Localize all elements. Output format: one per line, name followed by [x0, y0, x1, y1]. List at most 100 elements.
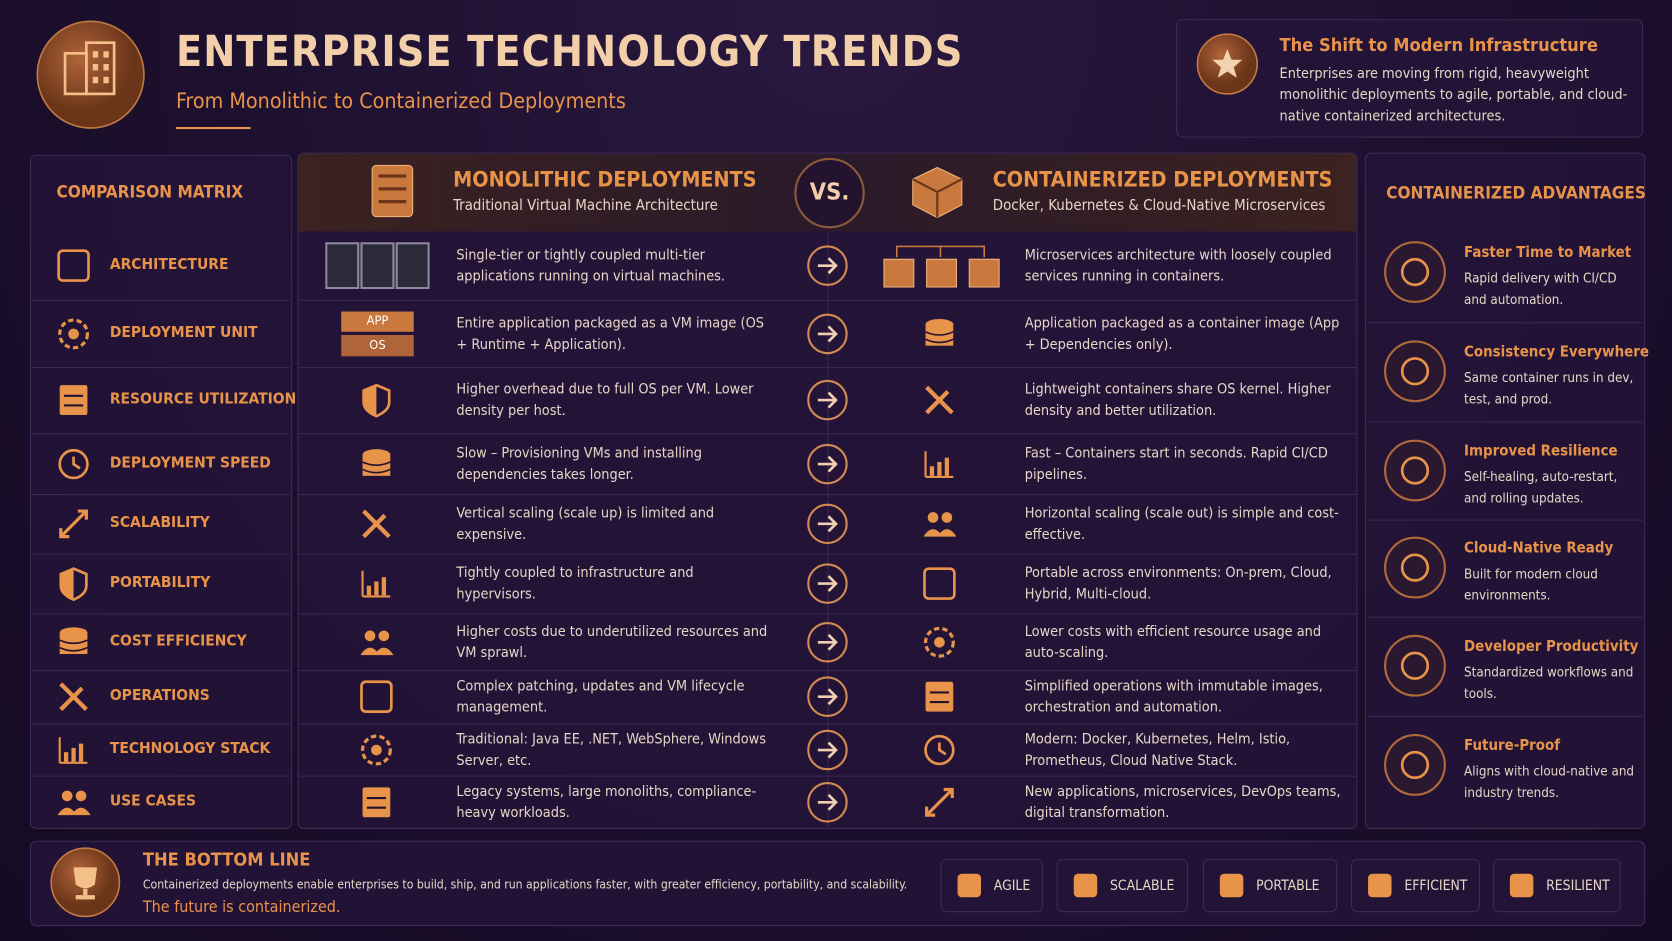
trophy-icon: [49, 846, 122, 919]
mono-icon-svg: [362, 448, 391, 476]
adv-title: Developer Productivity: [1464, 638, 1639, 656]
row-separator: [31, 775, 291, 777]
matrix-label: DEPLOYMENT UNIT: [109, 323, 258, 341]
matrix-label: SCALABILITY: [109, 514, 210, 532]
cont-text: Portable across environments: On-prem, C…: [1024, 564, 1332, 603]
matrix-icon: [55, 565, 91, 602]
cont-icon-svg: [925, 318, 954, 346]
mono-text: Vertical scaling (scale up) is limited a…: [456, 504, 715, 544]
callout-title: The Shift to Modern Infrastructure: [1279, 35, 1598, 57]
matrix-label: DEPLOYMENT SPEED: [109, 453, 271, 472]
cont-icon: [921, 624, 957, 660]
badge-icon: [1069, 870, 1101, 902]
row-separator: [31, 433, 291, 435]
row-separator: [298, 670, 1357, 672]
adv-text: Rapid delivery with CI/CD and automation…: [1464, 269, 1617, 308]
cont-icon-svg: [923, 512, 957, 537]
adv-separator: [1366, 321, 1644, 323]
matrix-icon: [55, 445, 91, 481]
column-divider: [827, 231, 829, 827]
arrow-icon-svg: [807, 563, 848, 604]
adv-icon: [1383, 339, 1447, 403]
arrow-icon: [806, 312, 849, 355]
advantages-heading: CONTAINERIZED ADVANTAGES: [1386, 182, 1646, 203]
cont-icon-svg: [925, 787, 954, 817]
cont-text: Fast – Containers start in seconds. Rapi…: [1024, 444, 1328, 483]
cont-text: Lightweight containers share OS kernel. …: [1024, 380, 1331, 420]
matrix-icon: [55, 624, 91, 660]
arrow-icon-svg: [807, 729, 848, 770]
arrow-icon-svg: [807, 782, 848, 823]
matrix-icon: [55, 506, 91, 542]
arrow-icon-svg: [807, 503, 848, 545]
badge-icon: [953, 870, 985, 902]
mono-icon: [358, 679, 394, 715]
matrix-icon: [55, 382, 91, 418]
mono-text: Legacy systems, large monoliths, complia…: [456, 783, 757, 822]
row-separator: [298, 493, 1357, 496]
row-separator: [298, 723, 1357, 725]
matrix-panel: [29, 154, 293, 829]
cont-icon-svg: [923, 626, 955, 658]
cont-icon: [921, 315, 957, 351]
mono-title: MONOLITHIC DEPLOYMENTS: [453, 166, 757, 193]
row-separator: [31, 299, 291, 301]
adv-icon-svg: [1384, 241, 1446, 303]
row-separator: [31, 723, 291, 725]
matrix-label: USE CASES: [109, 792, 196, 810]
badge-icon-svg: [1073, 873, 1098, 898]
cont-icon-svg: [924, 450, 954, 478]
matrix-icon: [55, 248, 91, 284]
arrow-icon-svg: [807, 313, 848, 354]
row-separator: [31, 493, 291, 496]
adv-title: Improved Resilience: [1464, 442, 1618, 460]
adv-title: Future-Proof: [1464, 737, 1561, 755]
cont-icon: [921, 506, 957, 542]
vs-label: VS.: [809, 179, 850, 206]
row-separator: [31, 613, 291, 615]
arrow-icon-svg: [807, 245, 848, 286]
mono-icon: [358, 565, 394, 601]
arrow-icon: [806, 620, 849, 663]
mono-text: Higher overhead due to full OS per VM. L…: [456, 380, 754, 420]
adv-icon-svg: [1384, 634, 1446, 697]
bottom-text: Containerized deployments enable enterpr…: [142, 876, 908, 892]
badge-icon-svg: [957, 873, 981, 898]
adv-text: Aligns with cloud-native and industry tr…: [1464, 762, 1635, 801]
vs-circle-svg: [794, 157, 865, 229]
arrow-icon: [806, 675, 849, 718]
badge-label: SCALABLE: [1110, 878, 1175, 895]
row-separator: [298, 299, 1357, 301]
cont-text: Application packaged as a container imag…: [1024, 314, 1340, 353]
matrix-icon-svg: [59, 682, 88, 711]
cont-text: Lower costs with efficient resource usag…: [1024, 622, 1322, 661]
arrow-icon: [806, 379, 849, 422]
cont-icon: [921, 679, 957, 715]
adv-title: Faster Time to Market: [1464, 244, 1632, 262]
cont-text: Simplified operations with immutable ima…: [1024, 677, 1323, 716]
app-os-icon-svg: [341, 311, 414, 356]
matrix-icon: [55, 679, 91, 715]
box-icon-svg: [912, 166, 963, 219]
mono-icon-svg: [360, 680, 393, 713]
mono-text: Single-tier or tightly coupled multi-tie…: [456, 246, 726, 285]
cont-text: Modern: Docker, Kubernetes, Helm, Istio,…: [1024, 730, 1291, 769]
cont-icon: [921, 445, 957, 481]
matrix-label: RESOURCE UTILIZATION: [109, 390, 297, 408]
cont-icon: [921, 784, 957, 820]
matrix-icon: [55, 315, 91, 351]
arrow-icon: [806, 781, 849, 824]
box-icon: [908, 164, 966, 219]
subtitle: From Monolithic to Containerized Deploym…: [175, 87, 626, 114]
vs-circle: [793, 157, 866, 230]
mono-icon-svg: [360, 630, 394, 655]
row-separator: [31, 670, 291, 672]
row-separator: [298, 553, 1357, 555]
matrix-icon-svg: [59, 509, 88, 539]
matrix-icon-svg: [58, 317, 90, 349]
arrow-icon: [806, 442, 849, 485]
badge-icon: [1364, 870, 1396, 902]
mono-icon: [358, 784, 394, 820]
badge-label: RESILIENT: [1546, 878, 1610, 895]
